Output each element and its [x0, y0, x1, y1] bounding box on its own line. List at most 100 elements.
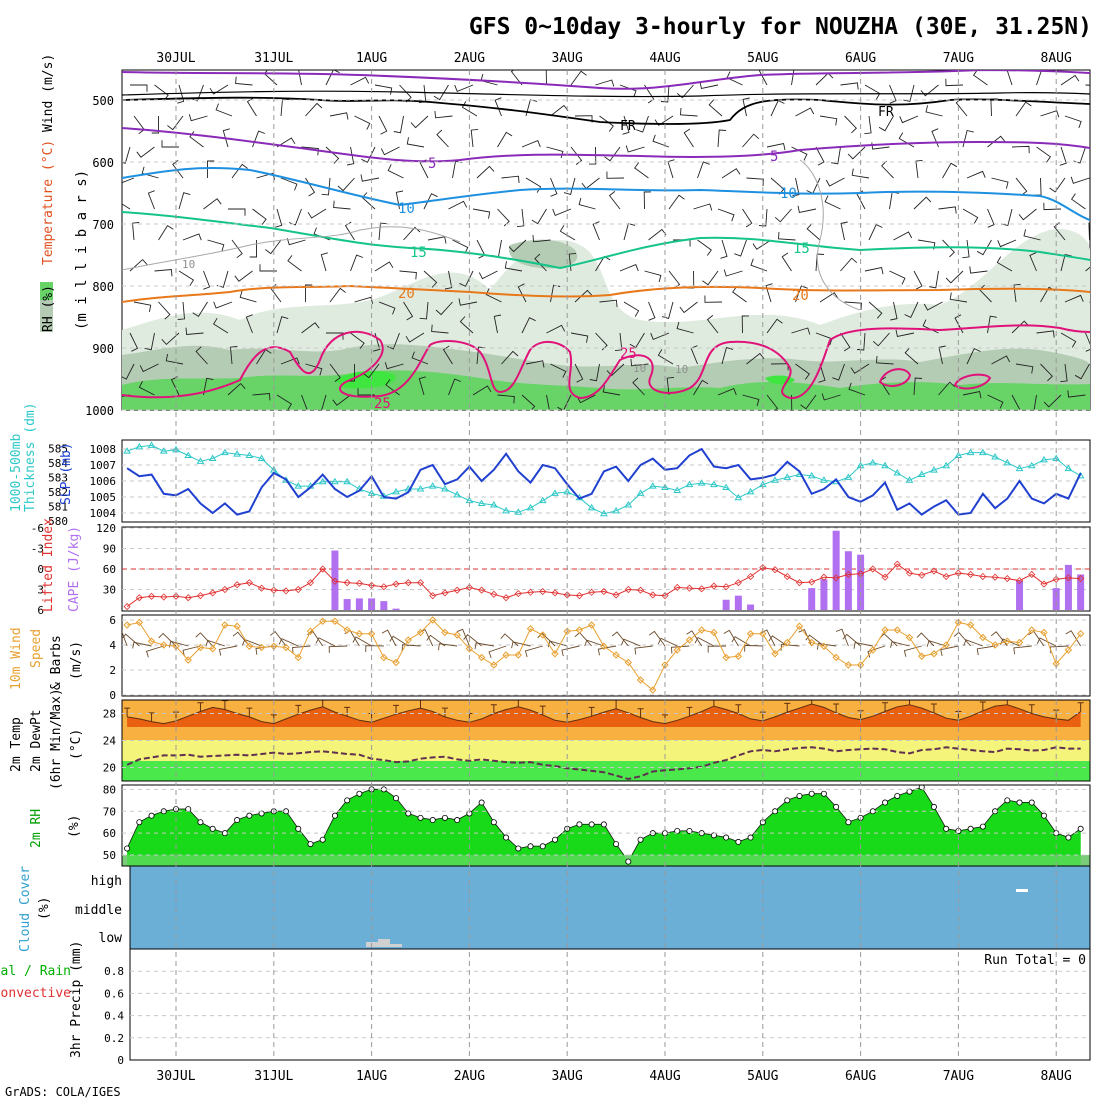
- contour-label-5: 5: [428, 156, 436, 172]
- wind-point: [526, 625, 535, 633]
- wind-barb: [1013, 283, 1021, 303]
- wind-barb: [1023, 229, 1041, 241]
- wind-barb: [589, 363, 600, 382]
- rh-point: [454, 817, 461, 824]
- wind-barb: [1049, 177, 1066, 193]
- wind-barb: [774, 208, 792, 223]
- wind-barb: [305, 284, 313, 302]
- thickness-point: [1015, 464, 1024, 472]
- wind-point: [257, 643, 266, 652]
- wind-barb: [791, 327, 811, 335]
- wind-barb: [1011, 394, 1021, 410]
- wind-point: [746, 630, 755, 638]
- surface-barb: [182, 645, 201, 657]
- rh-point: [551, 836, 558, 843]
- li-point: [465, 583, 473, 592]
- temp-units-label: (°C): [69, 729, 84, 760]
- li-tick: 3: [37, 584, 44, 597]
- wind-barb: [661, 301, 674, 319]
- wind-point: [1040, 628, 1048, 637]
- wind-barb: [1067, 390, 1086, 398]
- contour-label-20: 20: [398, 286, 415, 302]
- wind-barb: [766, 142, 786, 151]
- li-axis-label: Lifted Index: [41, 518, 56, 612]
- date-label-bottom: 2AUG: [454, 1069, 485, 1084]
- date-label-top: 30JUL: [156, 51, 195, 66]
- wind-barb: [654, 115, 674, 126]
- t25-loop-b: [953, 373, 992, 390]
- wind-barb: [676, 321, 694, 334]
- thickness-point: [294, 482, 303, 489]
- li-point: [1064, 574, 1072, 582]
- wind-barb: [411, 351, 429, 365]
- wind-point: [196, 643, 205, 652]
- surface-barb: [352, 636, 372, 647]
- wind-point: [233, 622, 241, 630]
- thickness-point: [428, 482, 437, 489]
- wind-barb: [337, 177, 355, 192]
- rh-point: [1028, 799, 1035, 806]
- surface-barb: [195, 632, 214, 647]
- temp-max-bar: [148, 712, 155, 722]
- rh-point: [136, 819, 143, 826]
- temp-max-bar: [637, 708, 644, 718]
- wind-barb: [325, 146, 340, 164]
- temperature-axis-label: Temperature (°C): [41, 140, 56, 265]
- surface-barb: [611, 631, 629, 647]
- rh-point: [490, 819, 497, 826]
- wind-barb: [717, 208, 735, 222]
- wind-barb: [521, 317, 536, 334]
- surface-barb: [315, 637, 336, 647]
- cape-tick: 120: [96, 522, 116, 535]
- cape-ticks: -6 -3 0 3 6 120 90 60 30: [31, 522, 116, 617]
- thickness-point: [135, 442, 144, 450]
- wind-barb: [563, 177, 576, 195]
- cloud-background: [129, 865, 1091, 950]
- li-point: [1003, 575, 1011, 583]
- temp-max-bar: [833, 703, 840, 713]
- wind-barb: [557, 394, 572, 410]
- li-point: [294, 585, 302, 594]
- wind-barb: [1074, 363, 1090, 380]
- wind-barb: [178, 192, 191, 210]
- rh-point: [148, 812, 155, 819]
- wind-barb: [570, 70, 587, 86]
- wind-barb: [133, 301, 152, 312]
- wind-barb: [644, 84, 655, 104]
- wind-barb: [657, 349, 674, 365]
- temp-gridlines: [122, 713, 1090, 768]
- wind-barb: [433, 84, 449, 101]
- wind-barb: [436, 129, 449, 148]
- wind-barb: [167, 115, 184, 131]
- wind-barb: [314, 394, 327, 410]
- wind-barb: [668, 194, 685, 210]
- upper-rh-shading: [122, 229, 1090, 410]
- thickness-point: [734, 493, 743, 501]
- cape-bar: [857, 554, 865, 610]
- li-point: [563, 591, 571, 599]
- wind-point: [453, 631, 461, 639]
- thickness-point: [343, 477, 352, 485]
- wind-barb: [938, 345, 946, 365]
- precip-tick: 0.2: [104, 1032, 124, 1045]
- surface-barb: [205, 639, 226, 647]
- wind-barb: [708, 99, 723, 117]
- thickness-point: [282, 476, 290, 483]
- wind-barb: [758, 208, 768, 227]
- t10-rh-contour-b: [799, 159, 861, 311]
- li-point: [783, 572, 791, 581]
- slp-axis-label: SLP (mb): [59, 442, 74, 505]
- wind-barb: [546, 146, 564, 159]
- li-point: [306, 579, 315, 587]
- surface-barb: [816, 642, 837, 650]
- wind-barb: [815, 146, 825, 166]
- wind-barb: [276, 137, 296, 148]
- wind-barb: [697, 161, 710, 179]
- rh-point: [331, 812, 338, 819]
- pressure-tick-label: 900: [92, 342, 114, 356]
- wind-barb: [644, 270, 662, 283]
- wind-barb: [991, 177, 1009, 189]
- wind-barb: [298, 70, 302, 86]
- temp-line: [127, 703, 1081, 725]
